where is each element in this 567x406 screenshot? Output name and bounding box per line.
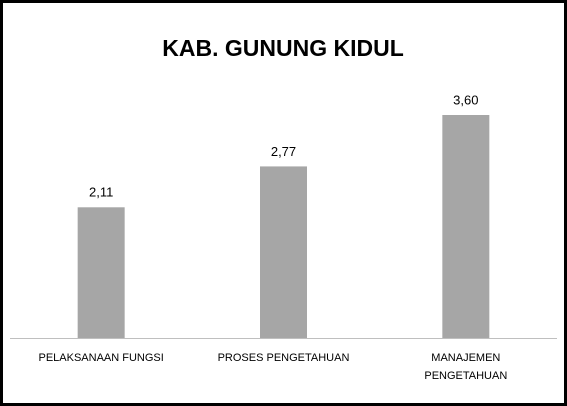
value-label: 2,77 <box>271 144 296 159</box>
value-label: 3,60 <box>453 92 478 107</box>
bar <box>442 115 490 338</box>
value-label: 2,11 <box>89 185 113 200</box>
x-tick-label: PELAKSANAAN FUNGSI <box>38 352 164 364</box>
bar <box>77 207 125 338</box>
x-tick-label: PROSES PENGETAHUAN <box>217 352 350 364</box>
x-tick-label: MANAJEMEN PENGETAHUAN <box>424 352 508 382</box>
chart-title: KAB. GUNUNG KIDUL <box>162 35 404 61</box>
bar <box>260 166 307 338</box>
